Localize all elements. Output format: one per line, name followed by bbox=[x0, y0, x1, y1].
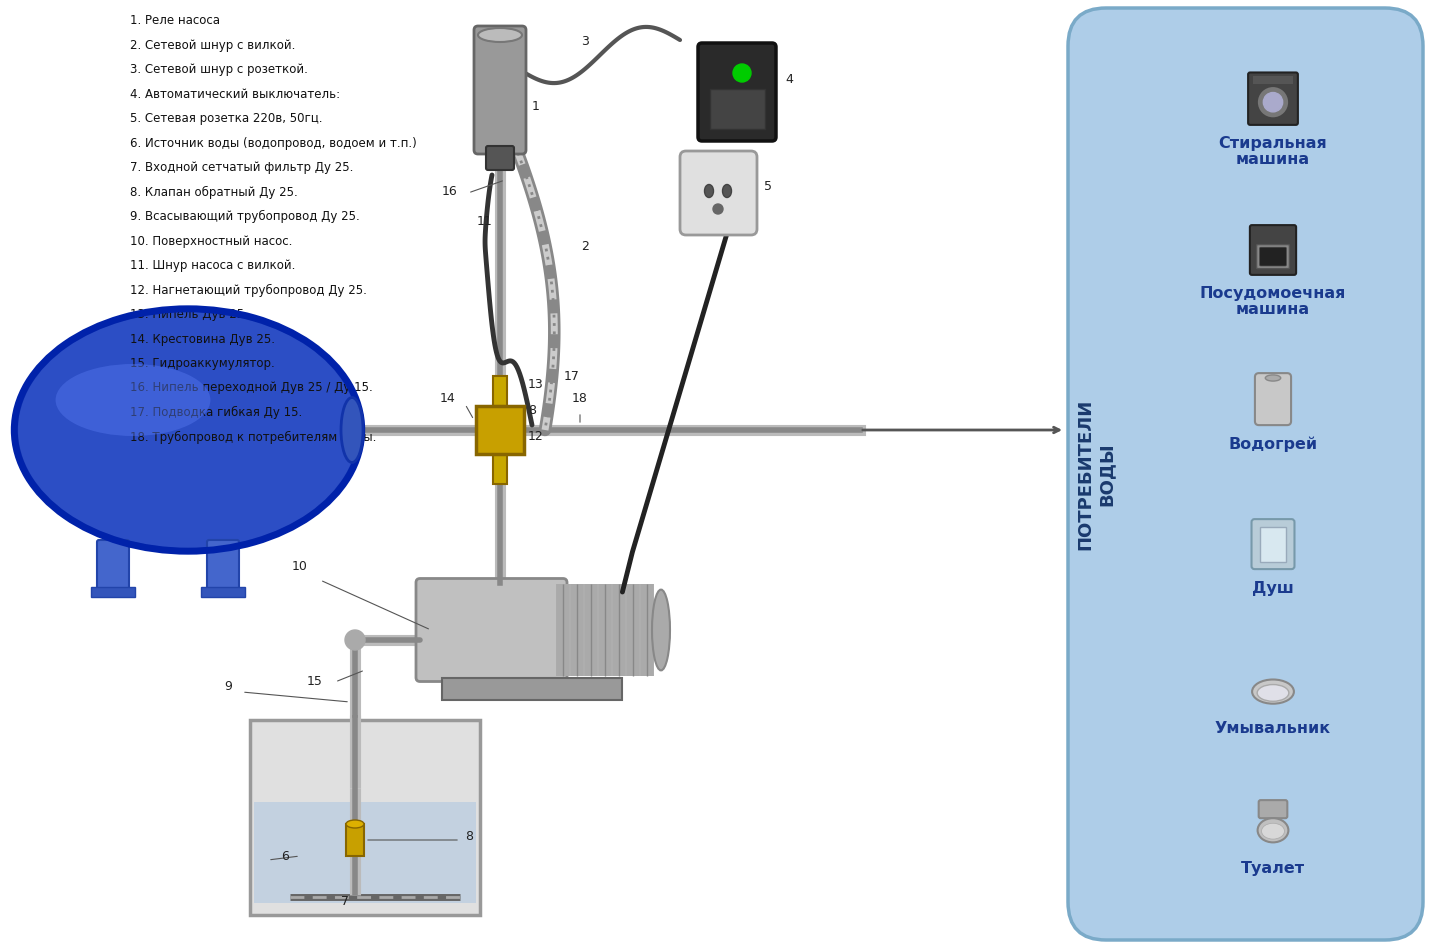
Text: 8. Клапан обратный Ду 25.: 8. Клапан обратный Ду 25. bbox=[131, 186, 297, 198]
FancyBboxPatch shape bbox=[698, 43, 775, 141]
Ellipse shape bbox=[722, 185, 731, 197]
Ellipse shape bbox=[478, 28, 523, 42]
Text: 3: 3 bbox=[582, 35, 589, 48]
Text: 7: 7 bbox=[340, 895, 349, 908]
Bar bbox=[254, 802, 475, 903]
Bar bbox=[1254, 76, 1292, 83]
Bar bbox=[493, 454, 507, 484]
Text: 5. Сетевая розетка 220в, 50гц.: 5. Сетевая розетка 220в, 50гц. bbox=[131, 112, 323, 125]
FancyBboxPatch shape bbox=[1068, 8, 1423, 940]
Text: 11: 11 bbox=[477, 215, 493, 228]
Text: 2. Сетевой шнур с вилкой.: 2. Сетевой шнур с вилкой. bbox=[131, 39, 296, 51]
Text: Посудомоечная
машина: Посудомоечная машина bbox=[1200, 286, 1346, 318]
Text: Умывальник: Умывальник bbox=[1215, 721, 1331, 736]
Text: 16. Нипель переходной Дув 25 / Ду 15.: 16. Нипель переходной Дув 25 / Ду 15. bbox=[131, 381, 373, 394]
Polygon shape bbox=[442, 678, 622, 700]
Text: 4. Автоматический выключатель:: 4. Автоматический выключатель: bbox=[131, 87, 340, 100]
Circle shape bbox=[1259, 88, 1287, 117]
Text: 9. Всасывающий трубопровод Ду 25.: 9. Всасывающий трубопровод Ду 25. bbox=[131, 210, 360, 223]
FancyBboxPatch shape bbox=[1255, 374, 1291, 425]
Text: 13. Нипель Дув 25.: 13. Нипель Дув 25. bbox=[131, 308, 248, 321]
Bar bbox=[250, 720, 480, 915]
FancyBboxPatch shape bbox=[416, 578, 567, 682]
Bar bbox=[1259, 526, 1287, 562]
Circle shape bbox=[345, 630, 365, 650]
Text: 15: 15 bbox=[307, 675, 323, 688]
Text: 1: 1 bbox=[531, 100, 540, 113]
Bar bbox=[493, 376, 507, 406]
Bar bbox=[346, 824, 363, 856]
Text: 16: 16 bbox=[442, 185, 458, 198]
Circle shape bbox=[732, 64, 751, 82]
FancyBboxPatch shape bbox=[1252, 520, 1294, 569]
Text: 10: 10 bbox=[292, 560, 307, 573]
Text: 13: 13 bbox=[528, 378, 544, 391]
Ellipse shape bbox=[1252, 680, 1294, 703]
Text: 12: 12 bbox=[528, 430, 544, 443]
Ellipse shape bbox=[340, 397, 363, 463]
Ellipse shape bbox=[705, 185, 714, 197]
Text: 6: 6 bbox=[281, 850, 289, 863]
Text: 10. Поверхностный насос.: 10. Поверхностный насос. bbox=[131, 234, 293, 247]
Text: 6. Источник воды (водопровод, водоем и т.п.): 6. Источник воды (водопровод, водоем и т… bbox=[131, 137, 416, 150]
FancyBboxPatch shape bbox=[1249, 225, 1297, 275]
Text: 8: 8 bbox=[528, 404, 536, 417]
Text: Душ: Душ bbox=[1252, 581, 1294, 596]
Ellipse shape bbox=[346, 820, 363, 828]
Bar bbox=[201, 587, 246, 597]
Text: 1. Реле насоса: 1. Реле насоса bbox=[131, 14, 220, 27]
Bar bbox=[709, 89, 765, 129]
FancyBboxPatch shape bbox=[681, 151, 757, 235]
Ellipse shape bbox=[1258, 818, 1288, 843]
Ellipse shape bbox=[17, 311, 359, 549]
Ellipse shape bbox=[56, 364, 211, 436]
Text: Стиральная
машина: Стиральная машина bbox=[1219, 137, 1327, 167]
Circle shape bbox=[1264, 93, 1282, 112]
Text: 7. Входной сетчатый фильтр Ду 25.: 7. Входной сетчатый фильтр Ду 25. bbox=[131, 161, 353, 174]
Text: 3. Сетевой шнур с розеткой.: 3. Сетевой шнур с розеткой. bbox=[131, 63, 307, 76]
FancyBboxPatch shape bbox=[1259, 247, 1287, 266]
Ellipse shape bbox=[16, 310, 360, 550]
Text: 12. Нагнетающий трубопровод Ду 25.: 12. Нагнетающий трубопровод Ду 25. bbox=[131, 283, 366, 297]
Text: 15. Гидроаккумулятор.: 15. Гидроаккумулятор. bbox=[131, 357, 274, 370]
Text: 11. Шнур насоса с вилкой.: 11. Шнур насоса с вилкой. bbox=[131, 259, 296, 272]
Text: 5: 5 bbox=[764, 180, 773, 193]
Text: Туалет: Туалет bbox=[1241, 861, 1305, 876]
Text: 14. Крестовина Дув 25.: 14. Крестовина Дув 25. bbox=[131, 333, 276, 345]
Text: 18: 18 bbox=[572, 392, 587, 405]
Text: 8: 8 bbox=[465, 830, 472, 843]
Text: Водогрей: Водогрей bbox=[1228, 436, 1318, 451]
FancyBboxPatch shape bbox=[485, 146, 514, 170]
FancyBboxPatch shape bbox=[1259, 800, 1287, 818]
Text: 4: 4 bbox=[785, 73, 793, 86]
Text: 18. Трубопровод к потребителям воды.: 18. Трубопровод к потребителям воды. bbox=[131, 430, 376, 444]
Ellipse shape bbox=[1262, 823, 1284, 839]
Text: 17. Подводка гибкая Ду 15.: 17. Подводка гибкая Ду 15. bbox=[131, 406, 302, 419]
Text: 2: 2 bbox=[582, 240, 589, 253]
FancyBboxPatch shape bbox=[474, 26, 526, 154]
Circle shape bbox=[714, 204, 722, 214]
Text: ПОТРЕБИТЕЛИ
ВОДЫ: ПОТРЕБИТЕЛИ ВОДЫ bbox=[1077, 398, 1116, 550]
Bar bbox=[90, 587, 135, 597]
FancyBboxPatch shape bbox=[1256, 245, 1290, 268]
Ellipse shape bbox=[652, 590, 671, 670]
Text: 17: 17 bbox=[564, 370, 580, 383]
FancyBboxPatch shape bbox=[98, 540, 129, 589]
Text: 14: 14 bbox=[439, 392, 455, 405]
Ellipse shape bbox=[1256, 684, 1290, 702]
Bar bbox=[475, 406, 524, 454]
Ellipse shape bbox=[1265, 374, 1281, 381]
FancyBboxPatch shape bbox=[207, 540, 238, 589]
FancyBboxPatch shape bbox=[1248, 72, 1298, 125]
Text: 9: 9 bbox=[224, 680, 233, 693]
